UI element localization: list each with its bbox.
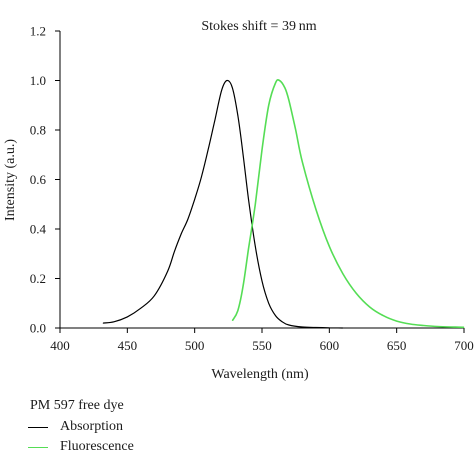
data-point-absorption [180, 233, 182, 235]
data-point-absorption [207, 149, 209, 151]
data-point-fluorescence [409, 323, 411, 325]
data-point-fluorescence [248, 248, 249, 250]
x-tick-label: 650 [387, 338, 407, 353]
data-point-fluorescence [275, 82, 276, 84]
y-tick-label: 0.0 [30, 321, 46, 336]
x-tick-label: 600 [320, 338, 340, 353]
data-point-fluorescence [382, 315, 384, 316]
legend-item-fluorescence: Fluorescence [28, 438, 308, 458]
y-tick-label: 0.2 [30, 271, 46, 286]
data-point-fluorescence [268, 104, 270, 106]
data-point-absorption [302, 326, 303, 328]
series-line-absorption [103, 79, 343, 329]
data-point-absorption [113, 321, 115, 323]
data-point-absorption [232, 87, 233, 89]
data-point-absorption [288, 324, 290, 326]
data-point-fluorescence [463, 326, 465, 328]
data-point-absorption [187, 218, 189, 220]
data-point-absorption [248, 198, 249, 200]
data-point-fluorescence [284, 87, 286, 89]
legend: PM 597 free dye Absorption Fluorescence [18, 396, 318, 468]
data-point-absorption [268, 302, 270, 304]
data-point-fluorescence [295, 129, 297, 131]
data-point-fluorescence [328, 245, 330, 247]
legend-swatch-fluorescence [28, 447, 48, 448]
x-tick-label: 550 [252, 338, 272, 353]
data-point-fluorescence [342, 273, 344, 274]
legend-label-fluorescence: Fluorescence [60, 439, 134, 454]
data-point-absorption [102, 322, 104, 324]
data-point-fluorescence [450, 326, 451, 328]
data-point-absorption [126, 316, 128, 318]
x-tick-label: 500 [185, 338, 205, 353]
data-point-absorption [201, 176, 202, 178]
data-point-fluorescence [302, 161, 303, 163]
data-point-absorption [221, 90, 223, 91]
data-point-absorption [153, 295, 155, 297]
x-tick-label: 450 [118, 338, 138, 353]
legend-item-absorption: Absorption [28, 418, 308, 438]
data-point-absorption [237, 114, 239, 116]
data-point-fluorescence [315, 208, 317, 210]
y-tick-label: 0.6 [30, 172, 47, 187]
data-point-absorption [194, 198, 196, 200]
data-point-fluorescence [242, 285, 244, 287]
spectra-chart: Stokes shift = 39 nm 400 450 500 550 600 650 7… [3, 19, 474, 382]
stokes-shift-annotation: Stokes shift = 39 nm [201, 19, 316, 34]
x-tick-label: 700 [454, 338, 474, 353]
data-point-fluorescence [254, 203, 256, 205]
data-point-absorption [275, 315, 276, 316]
data-point-absorption [226, 80, 228, 81]
y-tick-label: 0.8 [30, 123, 46, 138]
data-point-fluorescence [288, 99, 290, 101]
data-point-fluorescence [279, 80, 280, 81]
y-tick-label: 0.4 [30, 222, 47, 237]
data-point-fluorescence [237, 310, 239, 312]
data-point-absorption [261, 280, 263, 282]
data-point-absorption [281, 321, 283, 323]
data-point-fluorescence [355, 293, 357, 294]
legend-title: PM 597 free dye [30, 398, 124, 413]
legend-label-absorption: Absorption [60, 419, 123, 434]
data-point-fluorescence [232, 320, 233, 321]
data-point-fluorescence [261, 149, 263, 151]
series-line-fluorescence [231, 79, 465, 329]
x-axis-title: Wavelength (nm) [211, 367, 309, 382]
data-point-fluorescence [369, 306, 371, 308]
legend-swatch-absorption [28, 427, 48, 428]
data-point-absorption [140, 307, 142, 309]
data-point-fluorescence [436, 326, 438, 327]
data-point-absorption [167, 270, 169, 272]
data-point-absorption [328, 327, 330, 329]
x-tick-label: 400 [50, 338, 70, 353]
y-tick-label: 1.0 [30, 73, 46, 88]
y-axis-title: Intensity (a.u.) [3, 139, 18, 221]
data-point-absorption [342, 327, 344, 329]
series-group [102, 79, 465, 329]
y-tick-label: 1.2 [30, 24, 46, 39]
data-point-absorption [214, 119, 216, 121]
data-point-absorption [174, 250, 175, 252]
axes: 400 450 500 550 600 650 700 0.0 0.2 0.4 0.6 0.8 1.0 1… [30, 24, 474, 354]
data-point-absorption [242, 154, 244, 156]
data-point-absorption [254, 245, 256, 247]
data-point-fluorescence [423, 325, 424, 326]
data-point-fluorescence [396, 320, 398, 322]
data-point-absorption [315, 327, 317, 328]
